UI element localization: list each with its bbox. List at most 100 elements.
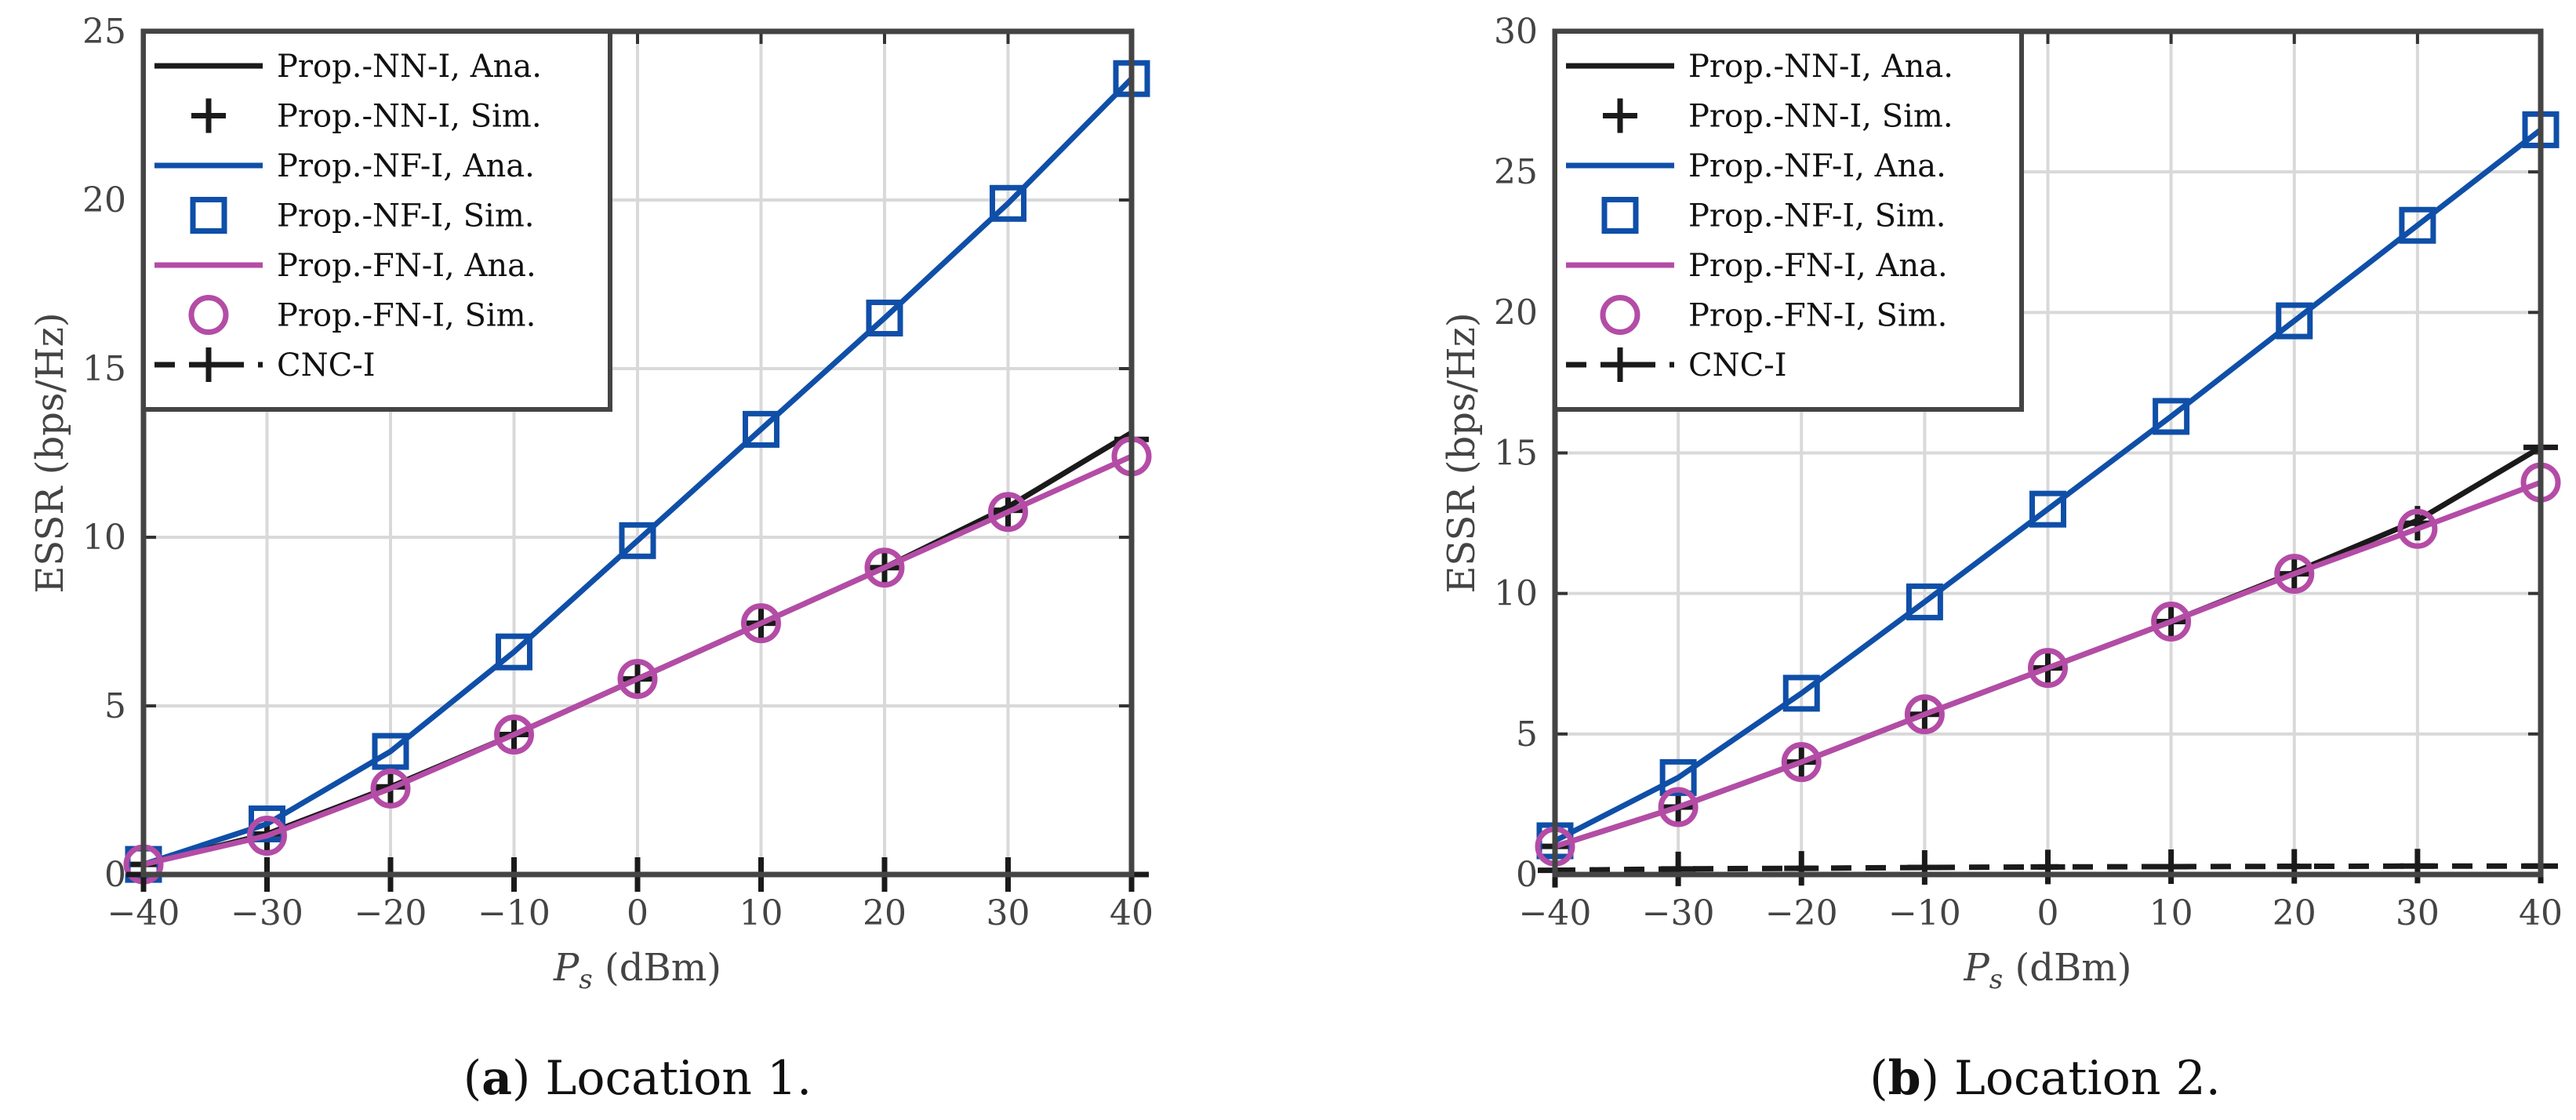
x-tick-label: 40	[1110, 893, 1154, 933]
x-tick-label: −40	[1519, 893, 1592, 933]
legend-marker-swatch	[190, 197, 227, 234]
y-tick-label: 30	[1494, 12, 1538, 52]
series-line	[143, 453, 1133, 867]
series-line	[1553, 127, 2543, 844]
y-tick-label: 0	[1516, 855, 1538, 895]
y-tick-label: 0	[104, 855, 126, 895]
x-tick-label: 0	[627, 893, 649, 933]
legend-item: Prop.-NF-I, Sim.	[1601, 197, 1946, 235]
data-point-marker	[2276, 302, 2313, 340]
legend: Prop.-NN-I, Ana. Prop.-NN-I, Sim. Prop.-NF…	[1553, 29, 2024, 412]
series-line	[142, 76, 1134, 867]
legend-box	[141, 29, 612, 412]
legend-label: CNC-I	[277, 347, 376, 384]
data-point-marker	[2397, 508, 2438, 549]
legend-label: Prop.-NN-I, Ana.	[1688, 49, 1953, 85]
data-point-marker	[741, 603, 781, 644]
legend-label: Prop.-NN-I, Sim.	[277, 99, 542, 135]
caption: (a) Location 1.	[463, 1051, 812, 1106]
data-point-marker	[1659, 758, 1697, 796]
legend-marker-swatch	[1600, 295, 1640, 335]
y-tick-label: 5	[104, 686, 126, 726]
legend-label: Prop.-NF-I, Ana.	[1688, 148, 1946, 184]
data-point-marker	[617, 659, 658, 700]
x-tick-label: −30	[1642, 893, 1715, 933]
legend-label: Prop.-FN-I, Sim.	[1688, 298, 1947, 334]
data-point-marker	[247, 816, 287, 856]
legend-marker-swatch	[191, 98, 226, 133]
data-point-marker	[2028, 648, 2068, 689]
legend-item: Prop.-NF-I, Sim.	[190, 197, 535, 235]
data-point-marker	[1661, 851, 1696, 886]
x-tick-label: −10	[1888, 893, 1961, 933]
data-point-marker	[1784, 851, 1819, 886]
legend-item: Prop.-FN-I, Ana.	[1566, 248, 1948, 284]
y-tick-label: 15	[82, 349, 126, 389]
legend-label: CNC-I	[1688, 347, 1787, 384]
data-point-marker	[496, 633, 532, 671]
legend-label: Prop.-NF-I, Sim.	[1688, 198, 1946, 235]
x-tick-label: 30	[2396, 893, 2440, 933]
legend-label: Prop.-NN-I, Sim.	[1688, 99, 1953, 135]
caption-letter: b	[1888, 1051, 1921, 1106]
data-point-marker	[1658, 787, 1699, 827]
x-axis-label-unit: (dBm)	[593, 946, 721, 990]
data-point-marker	[2276, 849, 2312, 884]
x-tick-label: −20	[1765, 893, 1838, 933]
x-tick-label: 10	[739, 893, 783, 933]
caption-open-paren: (	[1869, 1051, 1887, 1106]
data-point-marker	[866, 300, 903, 336]
caption-text: Location 1.	[530, 1051, 812, 1106]
axes-box	[140, 28, 1135, 878]
data-point-marker	[1781, 742, 1822, 783]
data-point-marker	[619, 522, 656, 559]
x-tick-label: 0	[2037, 893, 2059, 933]
data-point-marker	[2029, 490, 2066, 528]
chart-panel-location-1: −40 −30 −20 −10 0 10 20 30 40 0 5 10 15 20 25 ESSR (bps…	[28, 12, 1154, 1106]
series-prop-fn-i-sim	[1535, 462, 2561, 867]
x-axis-label: Ps (dBm)	[1964, 946, 2132, 995]
axes-box	[1552, 28, 2544, 878]
legend-item: CNC-I	[154, 347, 376, 384]
y-tick-label: 15	[1494, 434, 1538, 474]
caption-text: Location 2.	[1939, 1051, 2221, 1106]
y-axis-label: ESSR (bps/Hz)	[28, 312, 72, 593]
y-tick-label: 25	[82, 12, 126, 52]
legend-label: Prop.-FN-I, Ana.	[1688, 248, 1948, 284]
caption-close-paren: )	[1921, 1051, 1939, 1106]
data-point-marker	[1904, 694, 1945, 735]
x-tick-label: 20	[2273, 893, 2316, 933]
x-tick-label: 40	[2519, 893, 2563, 933]
series-prop-nf-i-ana	[142, 76, 1134, 867]
legend: Prop.-NN-I, Ana. Prop.-NN-I, Sim. Prop.-NF…	[141, 29, 612, 412]
data-point-marker	[864, 547, 905, 588]
data-point-marker	[2274, 554, 2315, 595]
y-tick-label: 20	[82, 180, 126, 220]
legend-item: Prop.-FN-I, Ana.	[154, 248, 536, 284]
data-point-marker	[2399, 206, 2436, 244]
data-point-marker	[990, 184, 1026, 222]
legend-item: Prop.-NN-I, Sim.	[1603, 98, 1953, 135]
x-tick-label: 10	[2149, 893, 2193, 933]
series-line	[1553, 479, 2542, 849]
legend-label: Prop.-FN-I, Sim.	[277, 298, 536, 334]
legend-marker-swatch	[188, 295, 229, 335]
series-prop-fn-i-sim	[123, 436, 1152, 885]
data-point-marker	[372, 733, 409, 770]
data-point-marker	[1906, 583, 1943, 620]
x-axis-label-symbol: P	[1964, 946, 1990, 990]
legend-item: Prop.-NF-I, Ana.	[154, 148, 535, 184]
data-point-marker	[2153, 398, 2190, 435]
data-point-marker	[2153, 849, 2189, 884]
legend-box	[1553, 29, 2024, 412]
caption-letter: a	[481, 1051, 512, 1106]
y-tick-label: 25	[1494, 152, 1538, 192]
x-tick-label: −20	[354, 893, 427, 933]
data-point-marker	[494, 715, 534, 755]
legend-item: Prop.-NF-I, Ana.	[1566, 148, 1946, 184]
x-tick-label: 30	[986, 893, 1030, 933]
legend-label: Prop.-NF-I, Sim.	[277, 198, 535, 235]
legend-item: Prop.-FN-I, Sim.	[1600, 295, 1947, 335]
series-prop-fn-i-ana	[1553, 479, 2542, 849]
